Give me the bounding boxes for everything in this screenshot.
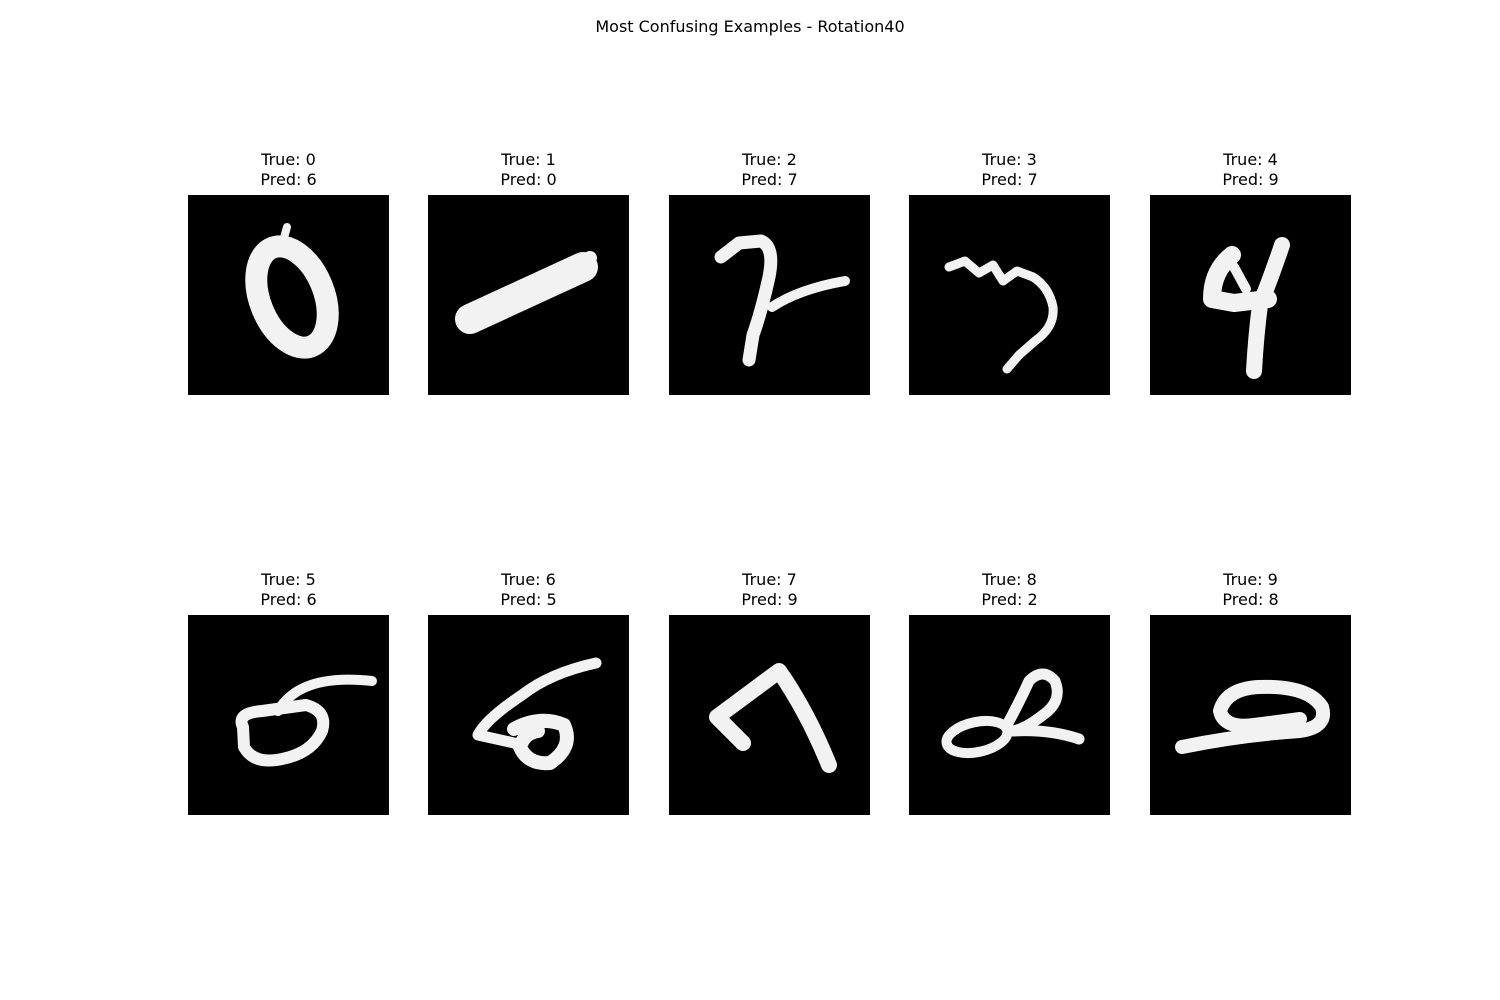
pred-label: Pred: 8 [1222, 590, 1279, 609]
digit-image-4 [1150, 195, 1351, 395]
panel-title-7: True: 7 Pred: 9 [669, 570, 870, 610]
true-label: True: 5 [261, 570, 316, 589]
true-label: True: 3 [982, 150, 1037, 169]
digit-image-1 [428, 195, 629, 395]
pred-label: Pred: 9 [1222, 170, 1279, 189]
pred-label: Pred: 9 [741, 590, 798, 609]
panel-title-5: True: 5 Pred: 6 [188, 570, 389, 610]
true-label: True: 9 [1223, 570, 1278, 589]
pred-label: Pred: 6 [260, 590, 317, 609]
digit-image-6 [428, 615, 629, 815]
digit-image-5 [188, 615, 389, 815]
true-label: True: 8 [982, 570, 1037, 589]
panel-title-9: True: 9 Pred: 8 [1150, 570, 1351, 610]
true-label: True: 4 [1223, 150, 1278, 169]
panel-title-3: True: 3 Pred: 7 [909, 150, 1110, 190]
panel-title-2: True: 2 Pred: 7 [669, 150, 870, 190]
panel-title-0: True: 0 Pred: 6 [188, 150, 389, 190]
digit-image-3 [909, 195, 1110, 395]
true-label: True: 1 [501, 150, 556, 169]
pred-label: Pred: 2 [981, 590, 1038, 609]
panel-title-6: True: 6 Pred: 5 [428, 570, 629, 610]
digit-image-9 [1150, 615, 1351, 815]
panel-title-1: True: 1 Pred: 0 [428, 150, 629, 190]
panel-title-8: True: 8 Pred: 2 [909, 570, 1110, 610]
pred-label: Pred: 6 [260, 170, 317, 189]
true-label: True: 0 [261, 150, 316, 169]
digit-image-8 [909, 615, 1110, 815]
pred-label: Pred: 0 [500, 170, 557, 189]
pred-label: Pred: 7 [741, 170, 798, 189]
pred-label: Pred: 5 [500, 590, 557, 609]
true-label: True: 7 [742, 570, 797, 589]
true-label: True: 6 [501, 570, 556, 589]
digit-image-7 [669, 615, 870, 815]
panel-title-4: True: 4 Pred: 9 [1150, 150, 1351, 190]
figure-title: Most Confusing Examples - Rotation40 [595, 17, 905, 36]
digit-image-2 [669, 195, 870, 395]
pred-label: Pred: 7 [981, 170, 1038, 189]
true-label: True: 2 [742, 150, 797, 169]
digit-image-0 [188, 195, 389, 395]
